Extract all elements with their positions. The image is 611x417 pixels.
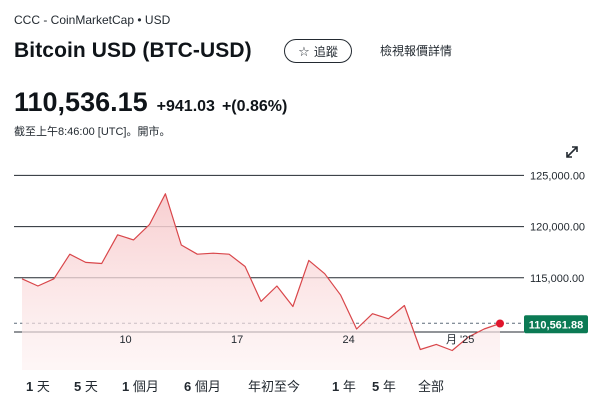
range-tab-number: 1 xyxy=(122,379,133,394)
page-title: Bitcoin USD (BTC-USD) xyxy=(14,39,252,62)
price-change: +941.03 xyxy=(156,98,215,115)
range-tab[interactable]: 5 天 xyxy=(74,376,122,396)
range-tab[interactable]: 1 年 xyxy=(332,376,372,396)
price-change-percent: +(0.86%) xyxy=(221,98,288,115)
range-tab[interactable]: 1 個月 xyxy=(122,376,184,396)
range-tab[interactable]: 1 天 xyxy=(26,376,74,396)
quote-details-link[interactable]: 檢視報價詳情 xyxy=(380,44,453,58)
range-tab-number: 1 xyxy=(26,379,37,394)
range-tab-unit: 個月 xyxy=(194,379,221,394)
range-tab-unit: 年 xyxy=(342,379,356,394)
price-chart[interactable]: 125,000.00 120,000.00 115,000.00 10 17 24 月 '2… xyxy=(0,160,611,370)
range-tab-unit: 個月 xyxy=(132,379,159,394)
title-row: Bitcoin USD (BTC-USD) ☆ 追蹤 檢視報價詳情 xyxy=(14,38,604,66)
price-row: 110,536.15 +941.03 +(0.86%) xyxy=(14,87,287,119)
range-tab[interactable]: 5 年 xyxy=(372,376,418,396)
range-tab-number: 5 xyxy=(372,379,383,394)
x-tick-label: 24 xyxy=(343,334,355,346)
x-tick-label: 月 '25 xyxy=(446,334,474,346)
range-tab[interactable]: 年初至今 xyxy=(248,376,332,396)
range-tab-unit: 天 xyxy=(36,379,50,394)
follow-button[interactable]: ☆ 追蹤 xyxy=(284,39,352,63)
current-price-dot xyxy=(496,319,504,328)
quote-timestamp: 截至上午8:46:00 [UTC]。開市。 xyxy=(14,126,171,138)
x-tick-label: 17 xyxy=(231,334,243,346)
x-tick-label: 10 xyxy=(119,334,131,346)
quote-source: CCC - CoinMarketCap • USD xyxy=(14,13,171,27)
current-price: 110,536.15 xyxy=(14,87,148,117)
range-tab[interactable]: 6 個月 xyxy=(184,376,248,396)
range-tab-unit: 年 xyxy=(382,379,396,394)
range-tab[interactable]: 全部 xyxy=(418,376,458,396)
y-tick-label: 115,000.00 xyxy=(530,273,584,285)
range-tab-number: 6 xyxy=(184,379,195,394)
y-tick-label: 120,000.00 xyxy=(530,222,585,234)
current-price-badge-label: 110,561.88 xyxy=(529,319,583,331)
expand-icon[interactable] xyxy=(564,144,580,160)
y-tick-label: 125,000.00 xyxy=(530,170,585,182)
price-line xyxy=(21,193,501,352)
current-price-badge xyxy=(524,315,588,334)
range-tab-number: 1 xyxy=(332,379,343,394)
range-tab-unit: 年初至今 xyxy=(248,379,301,394)
follow-label: 追蹤 xyxy=(313,44,338,59)
star-icon: ☆ xyxy=(298,43,310,59)
range-tab-unit: 天 xyxy=(84,379,98,394)
range-tab-number: 5 xyxy=(74,379,85,394)
price-area xyxy=(22,193,500,370)
range-tab-unit: 全部 xyxy=(418,379,445,394)
